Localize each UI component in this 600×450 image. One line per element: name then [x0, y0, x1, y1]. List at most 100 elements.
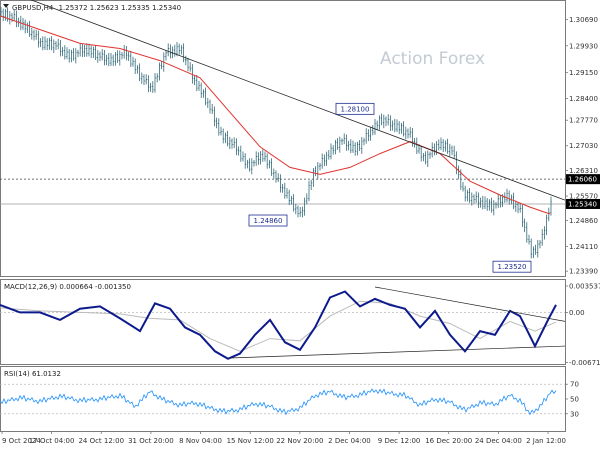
candle: [402, 121, 405, 137]
candle: [171, 46, 174, 59]
candle: [103, 49, 106, 66]
candle: [13, 9, 15, 22]
candle: [180, 45, 183, 55]
price-axis-tick-label: 1.30690: [569, 16, 598, 24]
candle: [187, 57, 189, 72]
candle: [68, 48, 70, 63]
time-axis-tick-label: 8 Nov 04:00: [179, 437, 222, 445]
candle: [493, 200, 495, 216]
candle: [372, 125, 374, 136]
candle: [400, 122, 403, 134]
candle: [88, 43, 90, 57]
candle: [136, 65, 139, 74]
time-axis-tick-label: 24 Oct 12:00: [78, 437, 124, 445]
candle: [50, 36, 53, 51]
candle: [328, 149, 330, 160]
candle: [466, 189, 469, 202]
candle: [361, 136, 363, 154]
candle: [86, 43, 88, 57]
candle: [471, 192, 473, 206]
candle: [424, 151, 427, 165]
price-axis-tick-label: 1.27030: [569, 142, 598, 150]
candle: [442, 139, 444, 153]
candle: [231, 138, 233, 149]
candle: [543, 226, 546, 240]
candle: [235, 138, 238, 156]
candle: [251, 158, 253, 175]
time-axis-tick-label: 17 Oct 04:00: [29, 437, 75, 445]
candle: [539, 239, 541, 249]
candle: [429, 151, 431, 159]
price-axis-tick-label: 1.27770: [569, 117, 598, 125]
price-axis-tick-label: 1.29150: [569, 69, 598, 77]
price-axis-tick-label: 1.29930: [569, 42, 598, 50]
candle: [178, 43, 180, 55]
candle: [290, 195, 293, 205]
candle: [138, 63, 141, 82]
annotation-box: [335, 102, 375, 115]
candle: [277, 173, 279, 183]
dropdown-triangle-icon[interactable]: [3, 4, 9, 8]
candle: [521, 204, 524, 228]
time-axis-tick-label: 16 Dec 20:00: [425, 437, 472, 445]
annotation-label: 1.23520: [498, 263, 527, 271]
candle: [325, 151, 328, 166]
candle: [330, 143, 332, 160]
candle: [275, 170, 277, 183]
time-axis-tick-label: 24 Dec 04:00: [475, 437, 522, 445]
candle: [77, 49, 79, 58]
candle: [530, 238, 532, 259]
macd-main-line: [0, 290, 557, 360]
candle: [149, 82, 152, 92]
candle: [121, 52, 123, 60]
candle: [374, 118, 376, 135]
price-label-background: [566, 198, 600, 209]
candle: [64, 45, 66, 60]
candle: [323, 154, 326, 167]
candle: [411, 128, 414, 147]
candle: [420, 145, 422, 162]
candle: [486, 198, 488, 211]
candle: [433, 143, 436, 156]
candle: [218, 118, 220, 136]
price-axis: 1.30690 1.29930 1.29150 1.28400 1.27770 1.270…: [565, 16, 600, 276]
time-axis-tick-label: 2 Dec 04:00: [328, 437, 371, 445]
candle: [141, 72, 143, 84]
time-axis-tick-label: 15 Nov 12:00: [227, 437, 274, 445]
candle: [268, 159, 271, 169]
candle: [110, 52, 112, 66]
candle: [385, 116, 387, 127]
candle: [319, 162, 321, 171]
candle: [398, 121, 400, 135]
candle: [42, 36, 44, 51]
macd-plot-area: [0, 286, 566, 360]
candle: [475, 191, 477, 203]
candle: [259, 151, 262, 165]
candle: [33, 29, 35, 41]
candle: [229, 136, 231, 150]
candle: [174, 44, 176, 57]
candle: [59, 39, 62, 57]
candle: [387, 114, 389, 126]
candle: [200, 82, 202, 99]
price-axis-tick-label: 1.26310: [569, 167, 598, 175]
candle: [354, 142, 356, 156]
candle: [468, 188, 471, 203]
candle: [264, 151, 266, 162]
price-label-background: [566, 174, 600, 185]
candle: [119, 50, 121, 66]
candle: [317, 162, 319, 179]
candle: [240, 145, 242, 162]
candle: [321, 153, 323, 169]
candle: [108, 53, 110, 67]
candle: [207, 97, 209, 109]
candle: [125, 46, 128, 61]
candle: [0, 7, 2, 17]
candle: [48, 37, 51, 50]
candle: [165, 50, 167, 61]
candle: [46, 38, 48, 51]
price-annotation: 1.23520: [492, 260, 532, 273]
candle: [299, 207, 301, 217]
candle: [262, 149, 264, 162]
candle: [246, 159, 249, 169]
